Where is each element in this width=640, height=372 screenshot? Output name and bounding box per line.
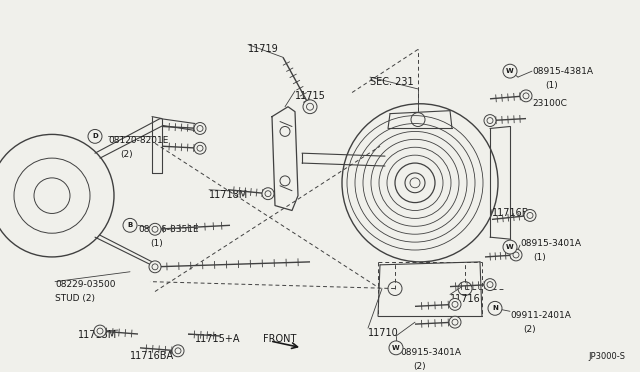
Text: 08229-03500: 08229-03500	[55, 280, 115, 289]
Text: 23100C: 23100C	[532, 99, 567, 108]
Circle shape	[452, 301, 458, 307]
Circle shape	[303, 100, 317, 113]
Circle shape	[152, 226, 158, 232]
Text: STUD (2): STUD (2)	[55, 294, 95, 302]
Circle shape	[97, 328, 103, 334]
Circle shape	[488, 301, 502, 315]
Circle shape	[149, 261, 161, 273]
Circle shape	[94, 325, 106, 337]
Text: (2): (2)	[523, 325, 536, 334]
Text: 11718M: 11718M	[209, 190, 248, 200]
Text: (2): (2)	[413, 362, 426, 371]
Circle shape	[452, 319, 458, 325]
Text: FRONT: FRONT	[263, 334, 296, 344]
Circle shape	[520, 90, 532, 102]
Circle shape	[307, 103, 314, 110]
Circle shape	[194, 122, 206, 134]
Text: N: N	[492, 305, 498, 311]
Circle shape	[123, 218, 137, 232]
Circle shape	[449, 298, 461, 310]
Circle shape	[527, 212, 533, 218]
Circle shape	[262, 188, 274, 200]
Circle shape	[484, 279, 496, 291]
Text: 08120-8201E: 08120-8201E	[108, 137, 168, 145]
Circle shape	[523, 93, 529, 99]
Text: 11715: 11715	[295, 91, 326, 101]
Circle shape	[197, 145, 203, 151]
Circle shape	[149, 223, 161, 235]
Text: 11715+A: 11715+A	[195, 334, 241, 344]
Circle shape	[172, 345, 184, 357]
Circle shape	[194, 142, 206, 154]
Text: 08915-3401A: 08915-3401A	[520, 239, 581, 248]
Text: 08156-8351E: 08156-8351E	[138, 225, 198, 234]
Text: 08915-3401A: 08915-3401A	[400, 348, 461, 357]
Circle shape	[484, 115, 496, 126]
Text: W: W	[392, 345, 400, 351]
Text: W: W	[506, 244, 514, 250]
Circle shape	[152, 264, 158, 270]
Text: D: D	[92, 134, 98, 140]
Text: B: B	[127, 222, 132, 228]
Circle shape	[503, 64, 517, 78]
Text: 11716B: 11716B	[492, 208, 529, 218]
Circle shape	[175, 348, 181, 354]
Text: (1): (1)	[150, 239, 163, 248]
Text: 11716: 11716	[450, 295, 481, 305]
Text: (1): (1)	[533, 253, 546, 262]
Text: JP3000-S: JP3000-S	[588, 352, 625, 361]
Text: 09911-2401A: 09911-2401A	[510, 311, 571, 320]
Text: 08915-4381A: 08915-4381A	[532, 67, 593, 76]
Circle shape	[510, 249, 522, 261]
Text: 11710: 11710	[368, 328, 399, 338]
Text: 11719: 11719	[248, 45, 279, 54]
Text: 11713M: 11713M	[78, 330, 117, 340]
Circle shape	[503, 240, 517, 254]
Circle shape	[513, 252, 519, 258]
Text: (1): (1)	[545, 81, 557, 90]
Text: W: W	[506, 68, 514, 74]
Circle shape	[265, 191, 271, 197]
Text: (2): (2)	[120, 150, 132, 159]
Circle shape	[449, 316, 461, 328]
Text: 11716BA: 11716BA	[130, 351, 174, 361]
Circle shape	[88, 129, 102, 143]
Circle shape	[487, 118, 493, 124]
Text: SEC. 231: SEC. 231	[370, 77, 413, 87]
Circle shape	[197, 125, 203, 131]
Circle shape	[487, 282, 493, 288]
Circle shape	[524, 209, 536, 221]
Circle shape	[389, 341, 403, 355]
